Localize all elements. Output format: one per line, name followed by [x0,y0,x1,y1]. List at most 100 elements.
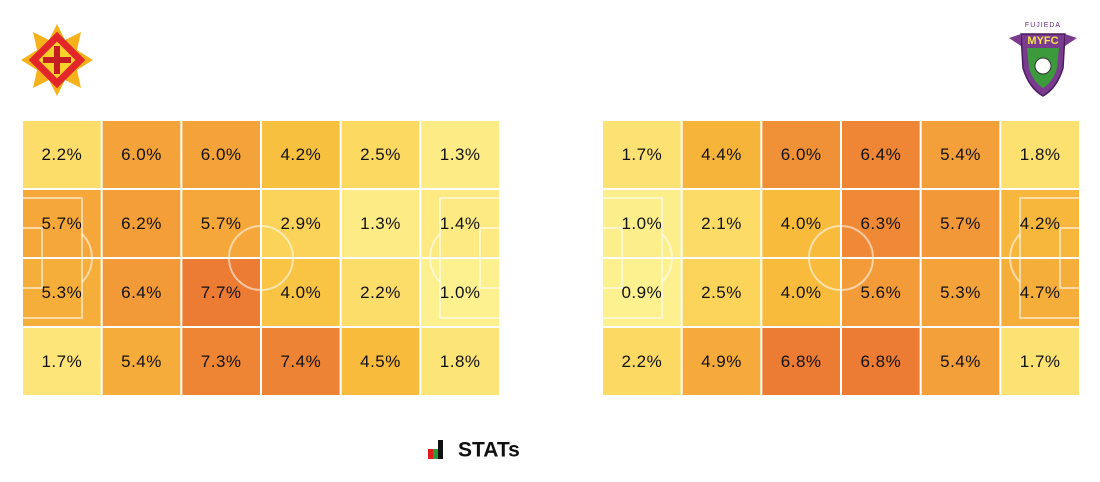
cell-label: 4.7% [1020,283,1061,302]
cell-label: 6.8% [781,352,822,371]
cell-label: 2.9% [280,214,321,233]
heat-cell [921,328,1000,395]
cell-label: 2.5% [701,283,742,302]
heat-cell [341,259,420,326]
heat-cell [762,259,840,326]
heat-cell [421,328,499,395]
cell-label: 7.7% [201,283,242,302]
heat-cell [682,328,761,395]
cell-label: 6.2% [121,214,162,233]
heat-cell [102,259,181,326]
heat-cell [262,121,340,188]
heat-cell [421,121,499,188]
heat-cell [682,121,761,188]
heat-cell [341,190,420,257]
heat-cell [921,190,1000,257]
cell-label: 1.8% [1020,145,1061,164]
heat-cell [182,190,260,257]
cell-label: 2.5% [360,145,401,164]
away-logo-name: MYFC [1027,35,1058,47]
heat-cell [842,190,920,257]
heat-cell [421,190,499,257]
heat-cell [1001,121,1079,188]
cell-label: 7.4% [280,352,321,371]
heat-cell [842,328,920,395]
cell-label: 2.2% [360,283,401,302]
heat-cell [1001,259,1079,326]
cell-label: 4.4% [701,145,742,164]
cell-label: 6.4% [121,283,162,302]
cell-label: 7.3% [201,352,242,371]
away-logo-top: FUJIEDA [1025,22,1061,29]
heat-cell [762,121,840,188]
heat-cell [182,121,260,188]
heat-cell [102,328,181,395]
cell-label: 4.0% [280,283,321,302]
heatmap: 2.2% 6.0% 6.0% 4.2% 2.5% 1.3% 5.7% 6.2% 5.7% 2.9%… [21,120,501,396]
cell-label: 5.4% [121,352,162,371]
cell-label: 5.7% [201,214,242,233]
heat-cell [682,259,761,326]
heat-cell [102,190,181,257]
pitch-line [429,233,441,283]
cell-label: 5.3% [41,283,82,302]
heat-cell [23,121,101,188]
heat-cell [842,259,920,326]
heat-cell [182,328,260,395]
cell-label: 5.3% [940,283,981,302]
heat-cell [921,259,1000,326]
heat-cell [421,259,499,326]
heat-cell [603,259,681,326]
home-logo [21,24,93,96]
cell-label: 6.0% [781,145,822,164]
heat-cell [1001,328,1079,395]
heat-cell [23,190,101,257]
heat-cell [262,190,340,257]
cell-label: 5.4% [940,352,981,371]
pitch-line [228,225,294,291]
cell-label: 1.3% [360,214,401,233]
heat-cell [603,121,681,188]
heat-cell [603,190,681,257]
heat-cell [341,121,420,188]
cell-label: 4.2% [1020,214,1061,233]
heat-cell [182,259,260,326]
heat-cell [603,328,681,395]
heat-cell [262,259,340,326]
pitch-line [808,225,874,291]
cell-label: 2.2% [621,352,662,371]
heat-cell [1001,190,1079,257]
heat-cell [262,328,340,395]
pitch-line [1009,233,1021,283]
heat-cell [23,328,101,395]
heat-cell [762,190,840,257]
cell-label: 6.8% [860,352,901,371]
cell-label: 1.4% [440,214,481,233]
pitch-line [21,227,43,289]
heat-cell [23,259,101,326]
cell-label: 5.7% [940,214,981,233]
cell-label: 2.2% [41,145,82,164]
cell-label: 4.9% [701,352,742,371]
heat-cell [682,190,761,257]
cell-label: 4.0% [781,283,822,302]
cell-label: 1.3% [440,145,481,164]
cell-label: 5.7% [41,214,82,233]
cell-label: 5.6% [860,283,901,302]
away-logo: FUJIEDA MYFC [1009,22,1077,97]
heat-cell [341,328,420,395]
heatmaps: 2.2% 6.0% 6.0% 4.2% 2.5% 1.3% 5.7% 6.2% 5.7% 2.9%… [21,120,1081,396]
pitch-line [479,227,501,289]
pitch-line [601,227,623,289]
cell-label: 4.0% [781,214,822,233]
pitch-line [1059,227,1081,289]
heat-cell [762,328,840,395]
cell-label: 1.7% [1020,352,1061,371]
heat-cell [102,121,181,188]
pitch-line [661,233,673,283]
pitch-line [81,233,93,283]
cell-label: 4.5% [360,352,401,371]
cell-label: 2.1% [701,214,742,233]
heat-cell [842,121,920,188]
footer-logo: STATs [428,439,520,462]
